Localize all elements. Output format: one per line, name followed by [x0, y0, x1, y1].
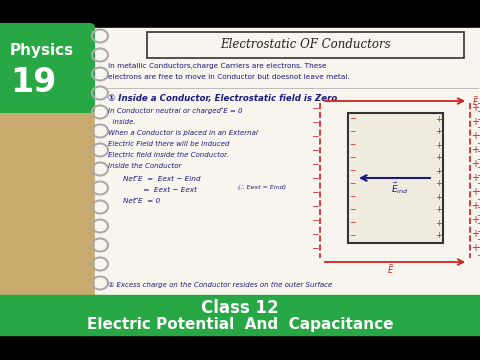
Text: −: −: [311, 230, 319, 238]
Text: +: +: [471, 103, 479, 113]
Bar: [0, 0, 480, 28]
Text: −: −: [311, 216, 319, 225]
Text: +: +: [471, 243, 479, 253]
Text: +: +: [435, 114, 443, 123]
Text: +: +: [471, 215, 479, 225]
Text: +: +: [471, 201, 479, 211]
Text: When a Conductor is placed in an External: When a Conductor is placed in an Externa…: [108, 130, 258, 136]
Text: +: +: [471, 117, 479, 127]
Text: +: +: [471, 173, 479, 183]
Text: Inside the Conductor: Inside the Conductor: [108, 163, 181, 169]
Text: Class 12: Class 12: [201, 299, 279, 317]
Text: =  Eext − Eext: = Eext − Eext: [123, 187, 197, 193]
Text: +: +: [435, 206, 443, 215]
Text: +: +: [435, 127, 443, 136]
Text: inside.: inside.: [108, 119, 136, 125]
Text: −: −: [311, 131, 319, 140]
Text: +: +: [435, 166, 443, 175]
Text: ② Excess charge on the Conductor resides on the outer Surface: ② Excess charge on the Conductor resides…: [108, 282, 332, 288]
Text: −: −: [349, 206, 355, 215]
Text: −: −: [311, 243, 319, 252]
FancyBboxPatch shape: [147, 32, 464, 58]
Text: +: +: [435, 231, 443, 240]
Text: $\vec{E}$: $\vec{E}$: [472, 94, 480, 108]
Text: $\vec{E}$: $\vec{E}$: [387, 262, 395, 276]
Bar: [0, 28, 95, 295]
Text: +: +: [435, 193, 443, 202]
Text: 19: 19: [10, 67, 56, 99]
Text: −: −: [311, 188, 319, 197]
Text: +: +: [471, 229, 479, 239]
Text: +: +: [471, 131, 479, 141]
FancyBboxPatch shape: [0, 23, 95, 113]
Text: −: −: [349, 193, 355, 202]
Text: ① Inside a Conductor, Electrostatic field is Zero: ① Inside a Conductor, Electrostatic fiel…: [108, 94, 337, 103]
Text: +: +: [471, 145, 479, 155]
Text: −: −: [349, 231, 355, 240]
Text: $\vec{E}_{ind}$: $\vec{E}_{ind}$: [391, 180, 409, 196]
Text: −: −: [349, 127, 355, 136]
Text: −: −: [311, 174, 319, 183]
Text: −: −: [311, 117, 319, 126]
Text: −: −: [349, 153, 355, 162]
Text: Electric field inside the Conductor.: Electric field inside the Conductor.: [108, 152, 228, 158]
Text: +: +: [435, 180, 443, 189]
Text: −: −: [349, 140, 355, 149]
Text: Physics: Physics: [10, 42, 74, 58]
Text: In Conductor neutral or charged ⃗E = 0: In Conductor neutral or charged ⃗E = 0: [108, 108, 242, 114]
Text: (∴ Eext = Eind): (∴ Eext = Eind): [238, 184, 286, 189]
Text: Electric Potential  And  Capacitance: Electric Potential And Capacitance: [87, 316, 393, 332]
Text: −: −: [349, 166, 355, 175]
Text: +: +: [435, 140, 443, 149]
Text: −: −: [311, 159, 319, 168]
Text: −: −: [349, 114, 355, 123]
Text: −: −: [311, 104, 319, 112]
Bar: [0, 295, 480, 335]
Bar: [348, 113, 443, 243]
Text: In metallic Conductors,charge Carriers are electrons. These: In metallic Conductors,charge Carriers a…: [108, 63, 326, 69]
Bar: [95, 28, 480, 295]
Text: +: +: [435, 219, 443, 228]
Text: −: −: [349, 219, 355, 228]
Text: electrons are free to move in Conductor but doesnot leave metal.: electrons are free to move in Conductor …: [108, 74, 350, 80]
Bar: [0, 335, 480, 360]
Text: −: −: [349, 180, 355, 189]
Text: +: +: [471, 187, 479, 197]
Text: Electrostatic OF Conductors: Electrostatic OF Conductors: [220, 39, 390, 51]
Text: Net ⃗E  =  Eext − Eind: Net ⃗E = Eext − Eind: [123, 176, 201, 182]
Text: +: +: [435, 153, 443, 162]
Text: Electric Field there will be Induced: Electric Field there will be Induced: [108, 141, 229, 147]
Text: Net ⃗E  = 0: Net ⃗E = 0: [123, 198, 160, 204]
Text: −: −: [311, 145, 319, 154]
Text: −: −: [311, 202, 319, 211]
Text: +: +: [471, 159, 479, 169]
